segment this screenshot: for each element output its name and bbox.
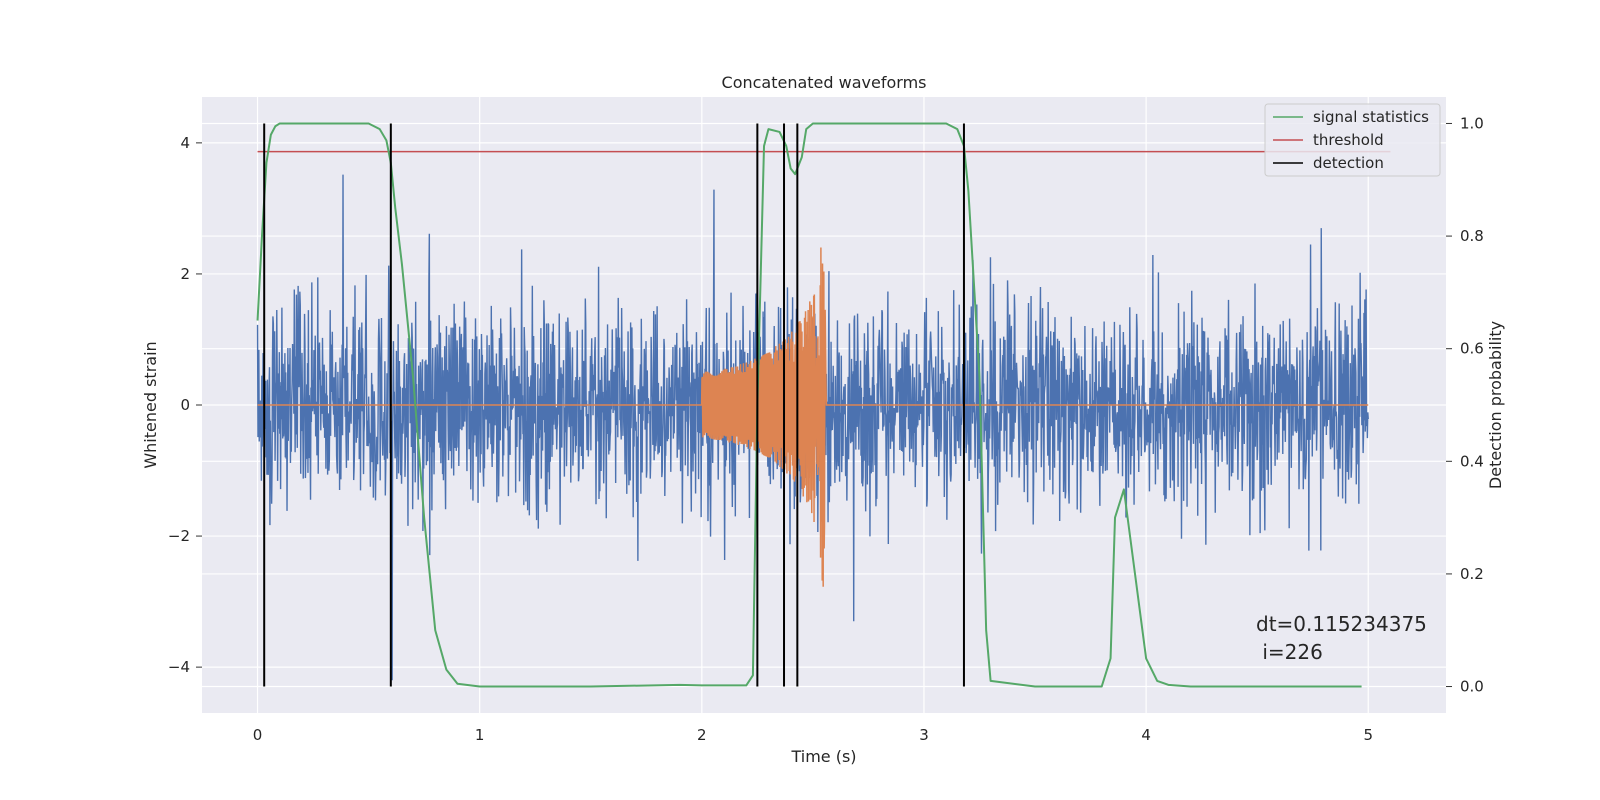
legend-frame: [1264, 103, 1441, 177]
series-injected-signal: [257, 247, 1369, 587]
y-axis-label: Whitened strain: [141, 341, 160, 468]
right-tick-label-2: 0.4: [1460, 452, 1484, 470]
legend-label-signal-statistics: signal statistics: [1313, 108, 1429, 126]
x-tick-label-0: 0: [253, 726, 263, 744]
right-axis-label: Detection probability: [1486, 321, 1505, 489]
right-tick-label-5: 1.0: [1460, 114, 1484, 132]
chart-title: Concatenated waveforms: [722, 73, 927, 92]
y-tick-label-1: −2: [168, 527, 190, 545]
legend-label-threshold: threshold: [1313, 131, 1384, 149]
series-layer: [256, 122, 1391, 688]
y-tick-label-0: −4: [168, 658, 190, 676]
x-tick-label-4: 4: [1141, 726, 1151, 744]
y-tick-label-2: 0: [180, 396, 190, 414]
x-axis-label: Time (s): [790, 747, 856, 766]
legend: signal statistics threshold detection: [1264, 103, 1441, 177]
y-tick-label-3: 2: [180, 265, 190, 283]
annotation-index: i=226: [1256, 640, 1323, 664]
x-tick-label-3: 3: [919, 726, 929, 744]
x-tick-label-5: 5: [1363, 726, 1373, 744]
right-axis-ticks: 0.0 0.2 0.4 0.6 0.8 1.0: [1446, 114, 1484, 696]
right-tick-label-0: 0.0: [1460, 678, 1484, 696]
right-tick-label-3: 0.6: [1460, 340, 1484, 358]
x-tick-label-2: 2: [697, 726, 707, 744]
legend-label-detection: detection: [1313, 154, 1384, 172]
x-axis-ticks: 0 1 2 3 4 5: [253, 726, 1373, 744]
right-tick-label-1: 0.2: [1460, 565, 1484, 583]
series-signal-statistics: [256, 122, 1362, 688]
y-tick-label-4: 4: [180, 134, 190, 152]
annotation-dt: dt=0.115234375: [1256, 612, 1427, 636]
right-tick-label-4: 0.8: [1460, 227, 1484, 245]
x-tick-label-1: 1: [475, 726, 485, 744]
y-axis-ticks: −4 −2 0 2 4: [168, 134, 202, 676]
